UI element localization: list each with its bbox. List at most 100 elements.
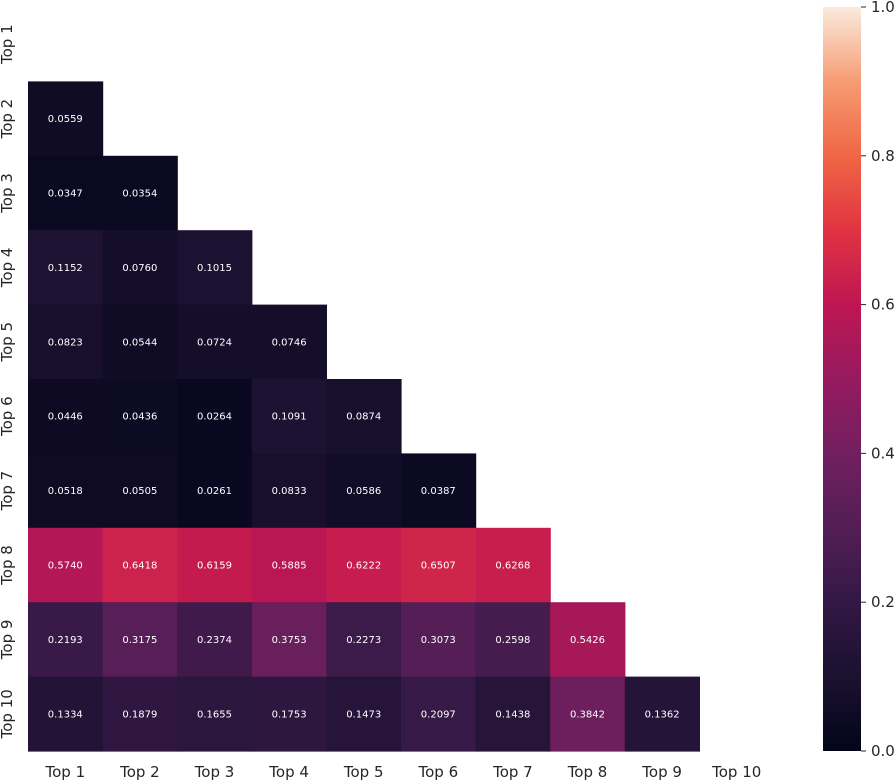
- cell-value-label: 0.1091: [272, 412, 307, 423]
- heatmap-cell-labels: 0.0559 0.0347 0.0354 0.1152 0.0760 0.1015 0.08…: [48, 114, 680, 720]
- y-tick-label: Top 9: [0, 620, 16, 661]
- cell-value-label: 0.1473: [346, 709, 381, 720]
- heatmap-cell-r10-c8: [550, 676, 626, 752]
- y-tick-label: Top 8: [0, 545, 16, 586]
- cell-value-label: 0.0261: [197, 486, 232, 497]
- heatmap-cell-r7-c1: [28, 453, 104, 529]
- cell-value-label: 0.5740: [48, 561, 83, 572]
- cell-value-label: 0.0559: [48, 114, 83, 125]
- cell-value-label: 0.2273: [346, 635, 381, 646]
- heatmap-cell-r9-c5: [326, 602, 402, 678]
- cell-value-label: 0.0505: [122, 486, 157, 497]
- y-tick-label: Top 7: [0, 471, 16, 512]
- heatmap-cell-r6-c5: [326, 379, 402, 454]
- cell-value-label: 0.1015: [197, 263, 232, 274]
- heatmap-cell-r8-c7: [475, 527, 551, 603]
- cell-value-label: 0.3175: [122, 635, 157, 646]
- heatmap-cell-r10-c4: [251, 676, 327, 752]
- heatmap-cell-r5-c3: [177, 304, 253, 380]
- heatmap-cell-r10-c9: [624, 676, 700, 752]
- heatmap-cell-r7-c4: [251, 453, 327, 529]
- cell-value-label: 0.0347: [48, 189, 83, 200]
- heatmap-cell-r5-c2: [102, 304, 178, 380]
- y-tick-label: Top 5: [0, 322, 16, 363]
- cell-value-label: 0.2097: [421, 709, 456, 720]
- heatmap-cell-r9-c2: [102, 602, 178, 678]
- heatmap-cell-r8-c2: [102, 527, 178, 603]
- cell-value-label: 0.6268: [495, 561, 530, 572]
- cell-value-label: 0.6507: [421, 561, 456, 572]
- cell-value-label: 0.0746: [272, 337, 307, 348]
- heatmap-cell-r8-c3: [177, 527, 253, 603]
- cell-value-label: 0.6159: [197, 561, 232, 572]
- colorbar-tick-label: 0.6: [871, 296, 894, 314]
- x-tick-label: Top 9: [641, 763, 682, 780]
- heatmap-cell-r8-c6: [401, 527, 477, 603]
- cell-value-label: 0.0724: [197, 337, 232, 348]
- colorbar-tick-label: 0.0: [871, 742, 894, 760]
- cell-value-label: 0.5885: [272, 561, 307, 572]
- heatmap-cell-r10-c5: [326, 676, 402, 752]
- cell-value-label: 0.0518: [48, 486, 83, 497]
- x-tick-label: Top 10: [711, 763, 761, 780]
- heatmap-cell-r10-c7: [475, 676, 551, 752]
- cell-value-label: 0.0760: [122, 263, 157, 274]
- heatmap-cell-r6-c3: [177, 379, 253, 454]
- x-tick-label: Top 8: [567, 763, 608, 780]
- heatmap-cell-r10-c6: [401, 676, 477, 752]
- cell-value-label: 0.2374: [197, 635, 232, 646]
- heatmap-cell-r10-c3: [177, 676, 253, 752]
- colorbar-gradient: [823, 7, 861, 751]
- x-tick-label: Top 1: [44, 763, 85, 780]
- cell-value-label: 0.0354: [122, 189, 157, 200]
- heatmap-cell-r9-c4: [251, 602, 327, 678]
- heatmap-cell-r4-c2: [102, 230, 178, 306]
- heatmap-cell-r9-c8: [550, 602, 626, 678]
- x-tick-label: Top 4: [268, 763, 309, 780]
- cell-value-label: 0.1655: [197, 709, 232, 720]
- cell-value-label: 0.0874: [346, 412, 381, 423]
- colorbar-tick-label: 0.8: [871, 147, 894, 165]
- heatmap-cell-r3-c1: [28, 155, 104, 231]
- heatmap-cell-r7-c2: [102, 453, 178, 529]
- cell-value-label: 0.6418: [122, 561, 157, 572]
- heatmap-cell-r2-c1: [28, 81, 104, 157]
- heatmap-cells: [28, 81, 700, 752]
- x-tick-label: Top 5: [343, 763, 384, 780]
- cell-value-label: 0.2193: [48, 635, 83, 646]
- x-tick-label: Top 7: [492, 763, 533, 780]
- x-tick-label: Top 6: [417, 763, 458, 780]
- cell-value-label: 0.5426: [570, 635, 605, 646]
- heatmap-cell-r10-c1: [28, 676, 104, 752]
- cell-value-label: 0.0833: [272, 486, 307, 497]
- colorbar-tick-label: 0.2: [871, 593, 894, 611]
- cell-value-label: 0.2598: [495, 635, 530, 646]
- cell-value-label: 0.3073: [421, 635, 456, 646]
- heatmap-cell-r10-c2: [102, 676, 178, 752]
- cell-value-label: 0.1334: [48, 709, 83, 720]
- heatmap-cell-r4-c3: [177, 230, 253, 306]
- heatmap-cell-r9-c1: [28, 602, 104, 678]
- cell-value-label: 0.0544: [122, 337, 157, 348]
- cell-value-label: 0.3842: [570, 709, 605, 720]
- heatmap-cell-r7-c3: [177, 453, 253, 529]
- colorbar-tick-label: 1.0: [871, 0, 894, 16]
- y-tick-label: Top 6: [0, 396, 16, 437]
- heatmap-cell-r5-c4: [251, 304, 327, 380]
- heatmap-cell-r9-c6: [401, 602, 477, 678]
- heatmap-cell-r6-c2: [102, 379, 178, 454]
- x-tick-label: Top 3: [194, 763, 235, 780]
- cell-value-label: 0.6222: [346, 561, 381, 572]
- colorbar-tick-labels: 0.0 0.2 0.4 0.6 0.8 1.0: [871, 0, 894, 760]
- y-axis-tick-labels: Top 1 Top 2 Top 3 Top 4 Top 5 Top 6 Top 7 Top 8…: [0, 24, 16, 739]
- cell-value-label: 0.1879: [122, 709, 157, 720]
- heatmap-cell-r8-c4: [251, 527, 327, 603]
- cell-value-label: 0.1753: [272, 709, 307, 720]
- heatmap-cell-r6-c1: [28, 379, 104, 454]
- cell-value-label: 0.0264: [197, 412, 232, 423]
- heatmap-cell-r4-c1: [28, 230, 104, 306]
- cell-value-label: 0.0446: [48, 412, 83, 423]
- x-axis-tick-labels: Top 1 Top 2 Top 3 Top 4 Top 5 Top 6 Top 7 Top 8…: [44, 763, 761, 780]
- cell-value-label: 0.1152: [48, 263, 83, 274]
- y-tick-label: Top 3: [0, 173, 16, 214]
